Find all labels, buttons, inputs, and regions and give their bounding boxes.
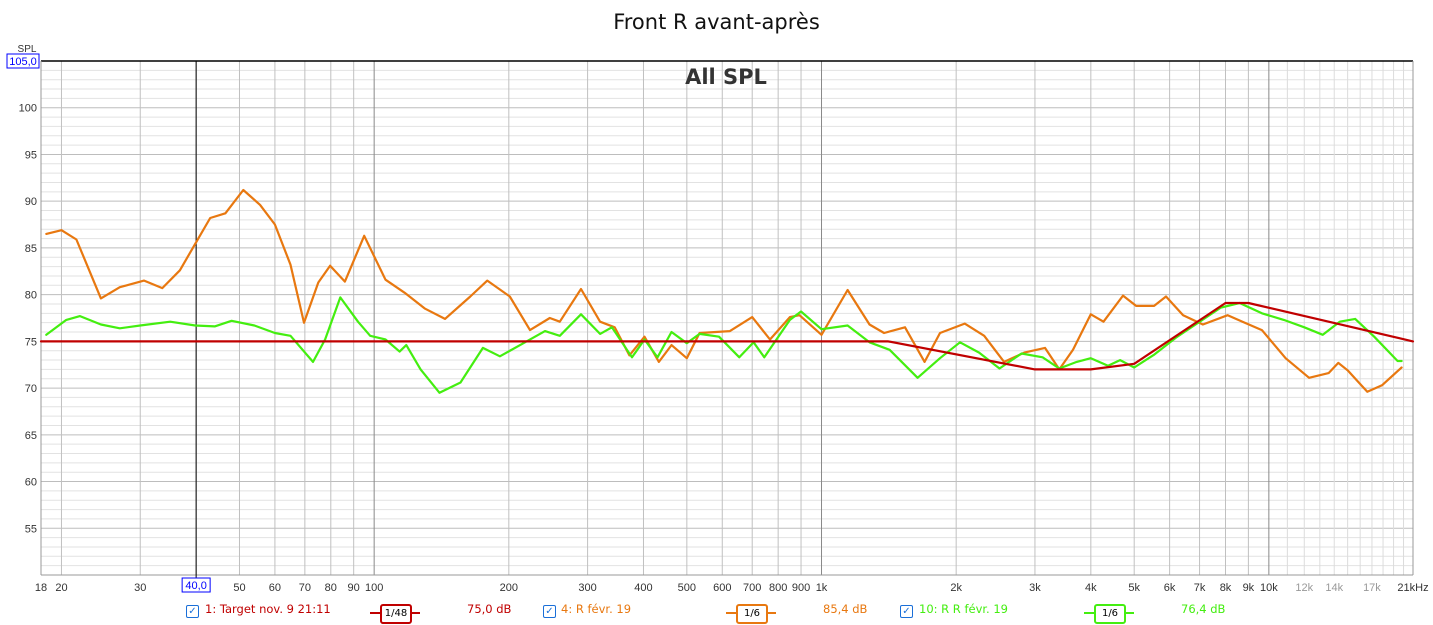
x-tick-label: 20 — [55, 582, 67, 594]
series-line-1 — [39, 301, 1415, 371]
x-tick-label: 6k — [1164, 582, 1176, 594]
x-tick-label: 400 — [634, 582, 652, 594]
x-tick-label: 3k — [1029, 582, 1041, 594]
y-tick-label: 90 — [25, 196, 37, 208]
x-tick-label: 2k — [950, 582, 962, 594]
x-tick-label: 4k — [1085, 582, 1097, 594]
x-cursor-box — [181, 577, 211, 593]
series-4-level: 85,4 dB — [823, 602, 868, 616]
x-tick-label: 60 — [269, 582, 281, 594]
y-tick-label: 70 — [25, 383, 37, 395]
x-tick-label: 70 — [299, 582, 311, 594]
x-tick-label: 21kHz — [1397, 582, 1428, 594]
x-tick-label: 10k — [1260, 582, 1278, 594]
x-cursor-value: 40,0 — [185, 580, 206, 592]
series-1-name: 1: Target nov. 9 21:11 — [205, 602, 331, 616]
y-tick-label: 85 — [25, 243, 37, 255]
series-10-checkbox[interactable]: ✓ — [900, 605, 913, 618]
y-tick-label: 80 — [25, 290, 37, 302]
x-tick-label: 700 — [743, 582, 761, 594]
x-tick-label: 30 — [134, 582, 146, 594]
series-1-checkbox[interactable]: ✓ — [186, 605, 199, 618]
x-tick-label: 8k — [1220, 582, 1232, 594]
x-tick-label: 500 — [678, 582, 696, 594]
x-tick-label: 5k — [1128, 582, 1140, 594]
y-cursor-box — [6, 53, 40, 69]
series-1-level: 75,0 dB — [467, 602, 512, 616]
series-4-smoothing-button[interactable]: 1/6 — [736, 604, 768, 624]
y-tick-label: 65 — [25, 430, 37, 442]
x-tick-label: 7k — [1194, 582, 1206, 594]
x-tick-label: 1k — [816, 582, 828, 594]
series-10-name: 10: R R févr. 19 — [919, 602, 1009, 616]
x-tick-label: 100 — [365, 582, 383, 594]
y-tick-label: 60 — [25, 477, 37, 489]
x-tick-label: 900 — [792, 582, 810, 594]
x-tick-label: 300 — [578, 582, 596, 594]
y-tick-label: 55 — [25, 523, 37, 535]
series-line-3 — [45, 296, 1403, 394]
y-tick-label: 95 — [25, 149, 37, 161]
x-tick-label: 18 — [35, 582, 47, 594]
series-10-smoothing-button[interactable]: 1/6 — [1094, 604, 1126, 624]
x-tick-label: 800 — [769, 582, 787, 594]
x-tick-label: 80 — [325, 582, 337, 594]
series-1-smoothing-button[interactable]: 1/48 — [380, 604, 412, 624]
y-axis-label: SPL — [18, 44, 37, 55]
x-tick-label: 600 — [713, 582, 731, 594]
overlay-label: All SPL — [685, 65, 767, 89]
chart-title: Front R avant-après — [613, 10, 820, 34]
x-tick-label: 90 — [348, 582, 360, 594]
x-tick-label: 14k — [1325, 582, 1343, 594]
x-tick-label: 17k — [1363, 582, 1381, 594]
x-tick-label: 50 — [233, 582, 245, 594]
series-4-name: 4: R févr. 19 — [561, 602, 632, 616]
y-tick-label: 75 — [25, 336, 37, 348]
series-10-level: 76,4 dB — [1181, 602, 1226, 616]
y-tick-label: 100 — [19, 103, 37, 115]
x-tick-label: 12k — [1295, 582, 1313, 594]
x-tick-label: 9k — [1243, 582, 1255, 594]
y-cursor-value: 105,0 — [9, 56, 37, 68]
series-4-checkbox[interactable]: ✓ — [543, 605, 556, 618]
x-tick-label: 200 — [500, 582, 518, 594]
